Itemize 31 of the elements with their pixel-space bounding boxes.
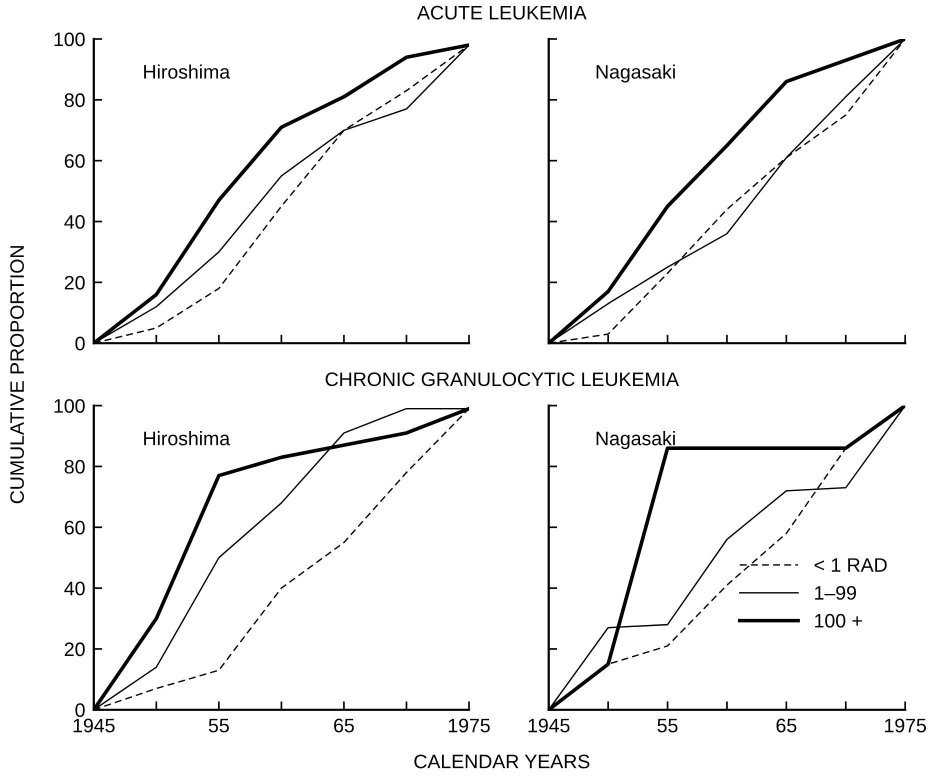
y-tick-label: 20 — [64, 276, 85, 290]
chart-title: CHRONIC GRANULOCYTIC LEUKEMIA — [326, 372, 679, 386]
y-tick-label: 60 — [64, 154, 85, 168]
y-tick-label: 20 — [64, 642, 85, 656]
x-tick-label: 1975 — [448, 718, 490, 732]
x-tick-label: 65 — [776, 718, 796, 732]
y-tick-label: 0 — [75, 336, 85, 350]
legend-label: < 1 RAD — [814, 558, 887, 572]
y-tick-label: 80 — [64, 93, 85, 108]
y-tick-label: 60 — [64, 520, 85, 535]
annotation: Hiroshima — [144, 64, 230, 79]
x-tick-label: 65 — [334, 718, 354, 732]
annotation: Hiroshima — [144, 431, 230, 446]
annotation: Nagasaki — [596, 431, 675, 450]
y-tick-label: 0 — [75, 703, 85, 718]
y-tick-label: 40 — [64, 214, 85, 229]
x-tick-label: 1975 — [885, 718, 926, 732]
y-tick-label: 100 — [54, 32, 85, 46]
x-axis-title: CALENDAR YEARS — [414, 754, 590, 768]
x-tick-label: 1945 — [74, 718, 115, 732]
annotation: Nagasaki — [596, 64, 675, 83]
chart-title: ACUTE LEUKEMIA — [417, 6, 587, 20]
legend-label: 1–99 — [815, 586, 856, 600]
y-tick-label: 40 — [64, 582, 85, 596]
legend-label: 100 + — [815, 614, 862, 628]
x-tick-label: 1945 — [528, 718, 570, 732]
x-tick-label: 55 — [658, 718, 678, 732]
y-tick-label: 100 — [54, 399, 85, 413]
x-tick-label: 55 — [208, 718, 229, 732]
y-tick-label: 80 — [64, 460, 85, 474]
y-axis-title: CUMULATIVE PROPORTION — [10, 246, 24, 504]
